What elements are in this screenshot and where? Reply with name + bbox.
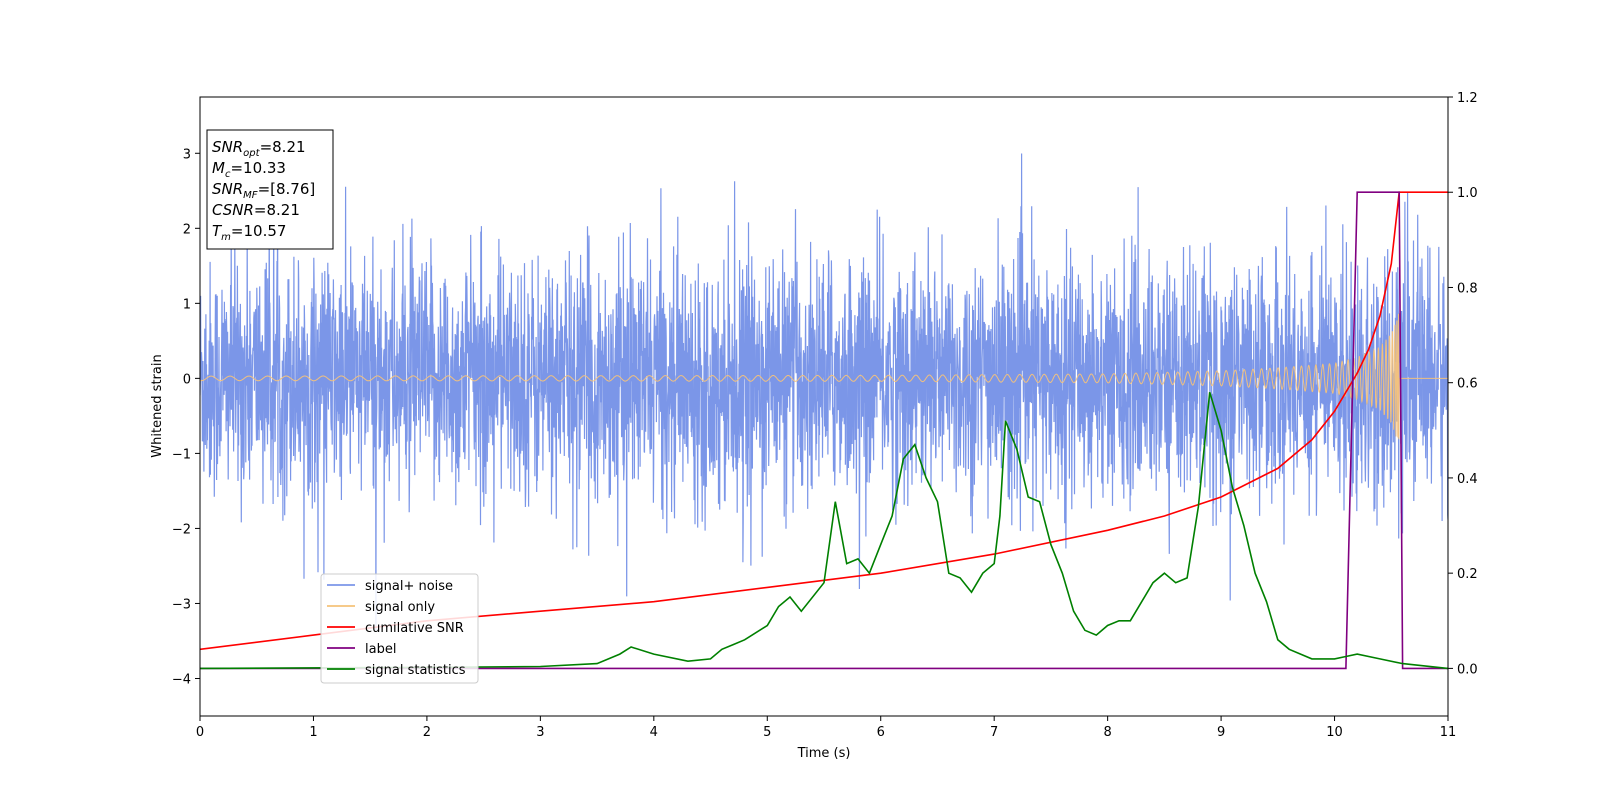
info-symbol: CSNR (212, 201, 254, 219)
series-signal-only-line (200, 313, 1448, 440)
y-tick-label: 3 (183, 147, 191, 162)
x-tick-label: 0 (196, 725, 204, 740)
x-tick-label: 8 (1103, 725, 1111, 740)
y-tick-label: −3 (172, 597, 191, 612)
legend-label: signal+ noise (365, 579, 453, 594)
x-tick-label: 4 (650, 725, 658, 740)
info-value: =8.21 (254, 201, 300, 219)
y2-tick-label: 1.0 (1457, 186, 1478, 201)
info-line: CSNR=8.21 (212, 201, 300, 219)
info-line: SNRopt=8.21 (212, 138, 306, 159)
info-subscript: opt (243, 148, 260, 159)
legend: signal+ noise signal only cumilative SNR la… (320, 573, 479, 684)
y2-tick-label: 0.2 (1457, 567, 1478, 582)
y-tick-label: 1 (183, 297, 191, 312)
y2-tick-label: 0.8 (1457, 281, 1478, 296)
series-label-line (200, 191, 1448, 670)
y-tick-label: 2 (183, 222, 191, 237)
info-symbol: SNR (212, 138, 243, 156)
legend-label: label (365, 642, 396, 657)
info-value: =8.21 (260, 138, 306, 156)
legend-frame (320, 573, 479, 684)
x-tick-label: 2 (423, 725, 431, 740)
info-box: SNRopt=8.21Mc=10.33SNRMF=[8.76]CSNR=8.21… (206, 129, 334, 250)
legend-label: cumilative SNR (365, 621, 464, 636)
y-tick-label: −4 (172, 672, 191, 687)
info-symbol: M (212, 159, 225, 177)
y2-tick-label: 0.4 (1457, 472, 1478, 487)
y-tick-label: 0 (183, 372, 191, 387)
y2-tick-label: 0.6 (1457, 377, 1478, 392)
series-signal-noise-line (200, 153, 1448, 631)
x-axis-label: Time (s) (797, 746, 851, 761)
series-signal-statistics-line (200, 391, 1448, 670)
info-box-frame (206, 129, 334, 250)
legend-label: signal only (365, 600, 435, 615)
x-tick-label: 10 (1326, 725, 1343, 740)
legend-label: signal statistics (365, 663, 466, 678)
info-value: =[8.76] (258, 180, 316, 198)
x-tick-label: 7 (990, 725, 998, 740)
y2-tick-label: 1.2 (1457, 91, 1478, 106)
info-symbol: T (212, 222, 223, 240)
axes: 0 1 2 3 4 5 6 7 8 9 10 11 −4 −3 −2 −1 0 1 2 3 0.0 0.2 0.4 0.6 0.… (172, 91, 1478, 740)
info-value: =10.33 (230, 159, 286, 177)
y-tick-label: −2 (172, 522, 191, 537)
y-tick-label: −1 (172, 447, 191, 462)
y-axis-label: Whitened strain (150, 354, 165, 457)
plot-frame (199, 96, 1449, 717)
x-tick-label: 6 (877, 725, 885, 740)
info-subscript: c (225, 169, 231, 180)
x-tick-label: 11 (1440, 725, 1457, 740)
info-line: Tm=10.57 (212, 222, 286, 243)
info-line: Mc=10.33 (212, 159, 286, 180)
info-value: =10.57 (231, 222, 287, 240)
info-subscript: m (221, 232, 231, 243)
y2-tick-label: 0.0 (1457, 662, 1478, 677)
x-tick-label: 5 (763, 725, 771, 740)
info-subscript: MF (243, 190, 258, 201)
info-line: SNRMF=[8.76] (212, 180, 315, 201)
x-tick-label: 1 (309, 725, 317, 740)
x-tick-label: 9 (1217, 725, 1225, 740)
x-tick-label: 3 (536, 725, 544, 740)
info-symbol: SNR (212, 180, 243, 198)
plot-area (200, 153, 1448, 670)
series-cumulative-snr-line (200, 191, 1448, 651)
